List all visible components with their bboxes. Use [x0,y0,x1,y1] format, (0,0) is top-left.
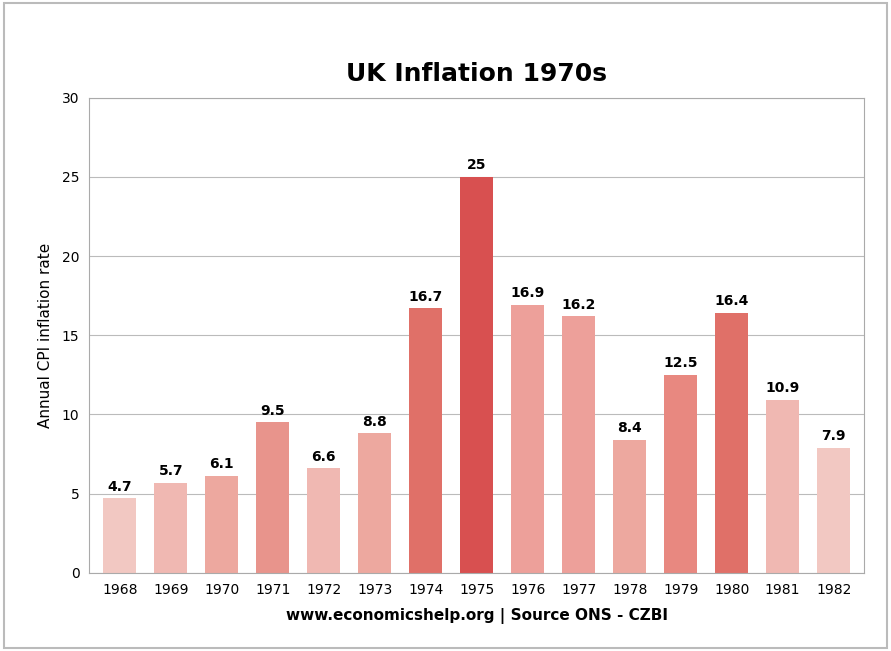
Bar [307,468,340,573]
Text: 16.9: 16.9 [511,286,544,300]
Bar [766,400,799,573]
Text: 6.1: 6.1 [209,458,234,471]
Bar [715,313,748,573]
Y-axis label: Annual CPI inflation rate: Annual CPI inflation rate [38,243,53,428]
Text: 12.5: 12.5 [664,356,698,370]
Text: 16.7: 16.7 [409,290,443,303]
Title: UK Inflation 1970s: UK Inflation 1970s [347,62,607,86]
Bar [103,499,136,573]
Text: 6.6: 6.6 [312,450,336,464]
Text: 4.7: 4.7 [108,480,132,493]
Text: 16.2: 16.2 [561,298,596,311]
Text: 25: 25 [467,158,486,172]
Bar [256,422,290,573]
Text: 10.9: 10.9 [765,381,800,395]
Text: 5.7: 5.7 [159,464,183,478]
Bar [460,177,494,573]
Bar [154,482,187,573]
Bar [562,316,595,573]
Bar [205,477,238,573]
Bar [409,309,442,573]
Bar [613,440,646,573]
X-axis label: www.economicshelp.org | Source ONS - CZBI: www.economicshelp.org | Source ONS - CZB… [286,608,667,624]
Bar [664,375,698,573]
Text: 7.9: 7.9 [822,429,846,443]
Text: 8.4: 8.4 [617,421,642,435]
Bar [358,434,391,573]
Bar [511,305,544,573]
Bar [817,448,850,573]
Text: 16.4: 16.4 [715,294,748,309]
Text: 9.5: 9.5 [260,404,285,418]
Text: 8.8: 8.8 [363,415,387,429]
